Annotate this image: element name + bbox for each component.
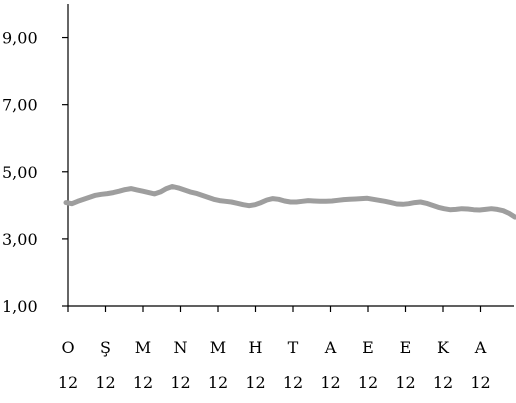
series-line — [63, 184, 516, 220]
y-axis: 1,00 3,00 5,00 7,00 9,00 — [2, 4, 69, 316]
x-tick-year-label: 12 — [470, 373, 490, 392]
x-tick-month-label: Ş — [100, 338, 111, 357]
x-tick-month-label: T — [288, 338, 299, 357]
x-tick-month-label: M — [135, 338, 151, 357]
x-tick-year-label: 12 — [208, 373, 228, 392]
y-tick-label: 3,00 — [2, 230, 38, 249]
x-tick-month-label: M — [210, 338, 226, 357]
y-tick-label: 9,00 — [2, 29, 38, 48]
y-tick-label: 7,00 — [2, 96, 38, 115]
x-tick-month-label: E — [400, 338, 412, 357]
x-tick-year-label: 12 — [95, 373, 115, 392]
series-layer — [63, 184, 516, 220]
x-tick-year-label: 12 — [58, 373, 78, 392]
y-tick-label: 1,00 — [2, 297, 38, 316]
x-tick-year-label: 12 — [320, 373, 340, 392]
x-tick-year-label: 12 — [170, 373, 190, 392]
y-tick-label: 5,00 — [2, 163, 38, 182]
x-tick-year-label: 12 — [133, 373, 153, 392]
x-axis: O 12 Ş 12 M 12 N 12 M 12 H 12 T 12 A 12 E 12 E 12 K 12 A 12 — [58, 305, 514, 392]
x-tick-year-label: 12 — [283, 373, 303, 392]
x-tick-month-label: H — [249, 338, 263, 357]
x-tick-month-label: K — [437, 338, 450, 357]
x-tick-month-label: A — [474, 338, 487, 357]
x-tick-year-label: 12 — [433, 373, 453, 392]
x-tick-month-label: A — [324, 338, 337, 357]
x-tick-year-label: 12 — [245, 373, 265, 392]
x-tick-year-label: 12 — [395, 373, 415, 392]
x-tick-month-label: N — [174, 338, 188, 357]
x-tick-month-label: O — [61, 338, 74, 357]
x-tick-year-label: 12 — [358, 373, 378, 392]
x-tick-month-label: E — [362, 338, 374, 357]
